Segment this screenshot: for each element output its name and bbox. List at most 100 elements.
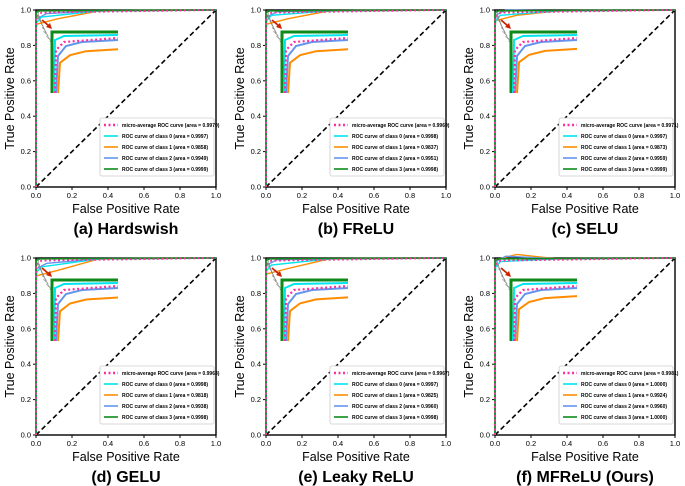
legend-box (99, 365, 215, 425)
chance-line (265, 9, 447, 188)
x-axis-label: False Positive Rate (72, 202, 180, 216)
x-tick-label: 0.8 (405, 439, 415, 448)
y-tick-label: 0.8 (480, 289, 490, 298)
x-tick-label: 0.2 (526, 439, 536, 448)
y-tick-label: 0.4 (480, 360, 490, 369)
chance-line (494, 9, 676, 188)
zoom-arrow (41, 267, 50, 275)
legend: micro-average ROC curve (area = 0.9969) R… (329, 117, 450, 177)
shoulder-guide (37, 261, 49, 287)
zoom-arrow-head (505, 23, 511, 29)
shoulder-guide (37, 16, 54, 46)
zoom-arrow-head (505, 271, 511, 277)
shoulder-guide (496, 15, 510, 43)
x-tick-label: 0.2 (297, 439, 307, 448)
x-tick-label: 1.0 (670, 191, 680, 200)
inset-class0 (53, 34, 119, 94)
legend-entry: ROC curve of class 2 (area = 0.9960) (352, 404, 438, 410)
x-tick-label: 1.0 (441, 191, 451, 200)
legend-entry: ROC curve of class 2 (area = 0.9938) (122, 404, 208, 410)
inset-class3 (50, 278, 118, 341)
x-axis-label: False Positive Rate (531, 202, 639, 216)
y-tick-label: 1.0 (480, 6, 490, 15)
y-tick-label: 0.0 (251, 183, 261, 192)
legend-entry: ROC curve of class 2 (area = 0.9949) (122, 156, 208, 162)
y-tick-label: 0.6 (21, 324, 31, 333)
y-tick-label: 0.2 (251, 395, 261, 404)
zoom-inset (509, 278, 578, 342)
panel-caption: (d) GELU (91, 469, 160, 486)
x-tick-label: 0.0 (31, 439, 41, 448)
inset-class2 (285, 287, 349, 342)
x-tick-label: 1.0 (441, 439, 451, 448)
inset-class1 (287, 296, 349, 342)
x-tick-label: 0.6 (598, 191, 608, 200)
inset-class2 (55, 39, 119, 94)
inset-class0 (512, 282, 578, 342)
y-tick-label: 0.8 (251, 289, 261, 298)
panel-caption: (f) MFReLU (Ours) (516, 469, 654, 486)
shoulder-guide (37, 13, 49, 39)
x-axis-label: False Positive Rate (302, 202, 410, 216)
legend-entry: ROC curve of class 0 (area = 0.9997) (122, 134, 208, 140)
x-tick-label: 0.8 (405, 191, 415, 200)
legend-entry: ROC curve of class 1 (area = 0.9858) (122, 145, 208, 151)
zoom-arrow (500, 19, 509, 27)
panel-caption: (b) FReLU (318, 221, 394, 238)
roc-panel: 0.00.0 0.2 0.2 0.4 0.4 0.6 0.6 0.8 0.8 1.0 1.0 Fals… (462, 254, 680, 486)
x-tick-label: 0.0 (261, 439, 271, 448)
legend-entry: ROC curve of class 2 (area = 0.9951) (352, 156, 438, 162)
y-tick-label: 0.0 (251, 431, 261, 440)
y-tick-label: 0.2 (251, 147, 261, 156)
shoulder-guide (496, 261, 508, 287)
zoom-inset (50, 278, 119, 342)
inset-class1 (287, 48, 349, 94)
chance-line (35, 257, 217, 436)
zoom-inset (50, 30, 119, 94)
inset-class3 (280, 30, 348, 93)
chance-line (35, 9, 217, 188)
shoulder-guide (496, 264, 513, 294)
legend-entry: ROC curve of class 3 (area = 0.9998) (352, 167, 438, 173)
y-tick-label: 1.0 (480, 254, 490, 263)
zoom-inset (280, 30, 349, 94)
y-axis-label: True Positive Rate (462, 47, 476, 149)
x-tick-label: 0.0 (261, 191, 271, 200)
y-axis-label: True Positive Rate (3, 47, 17, 149)
zoom-arrow (271, 267, 280, 275)
x-tick-label: 0.6 (139, 191, 149, 200)
legend-entry: micro-average ROC curve (area = 0.9963) (122, 371, 220, 377)
y-tick-label: 0.6 (251, 76, 261, 85)
zoom-arrow-head (46, 23, 52, 29)
legend-entry: ROC curve of class 1 (area = 0.9924) (581, 393, 667, 399)
legend-entry: ROC curve of class 3 (area = 0.9999) (122, 167, 208, 173)
legend-entry: ROC curve of class 0 (area = 0.9998) (122, 382, 208, 388)
y-tick-label: 0.2 (21, 395, 31, 404)
legend-entry: micro-average ROC curve (area = 0.9971) (581, 123, 679, 129)
x-tick-label: 0.4 (103, 191, 113, 200)
legend-entry: ROC curve of class 0 (area = 0.9997) (352, 382, 438, 388)
legend-entry: ROC curve of class 3 (area = 0.9998) (122, 415, 208, 421)
x-tick-label: 0.2 (297, 191, 307, 200)
y-tick-label: 0.2 (480, 147, 490, 156)
legend: micro-average ROC curve (area = 0.9971) R… (558, 117, 679, 177)
legend-entry: ROC curve of class 1 (area = 0.9825) (352, 393, 438, 399)
zoom-inset (280, 278, 349, 342)
inset-class2 (514, 39, 578, 94)
x-tick-label: 0.6 (369, 191, 379, 200)
legend-entry: ROC curve of class 0 (area = 1.0000) (581, 382, 667, 388)
x-tick-label: 0.0 (490, 439, 500, 448)
legend-entry: ROC curve of class 0 (area = 0.9998) (352, 134, 438, 140)
y-tick-label: 0.6 (251, 324, 261, 333)
shoulder-guide (496, 13, 508, 39)
x-tick-label: 0.6 (139, 439, 149, 448)
inset-class0 (283, 34, 349, 94)
legend-entry: ROC curve of class 1 (area = 0.9837) (352, 145, 438, 151)
legend-entry: ROC curve of class 0 (area = 0.9997) (581, 134, 667, 140)
x-tick-label: 0.6 (598, 439, 608, 448)
inset-class0 (53, 282, 119, 342)
inset-class3 (509, 30, 577, 93)
legend-box (329, 365, 445, 425)
zoom-arrow (41, 19, 50, 27)
